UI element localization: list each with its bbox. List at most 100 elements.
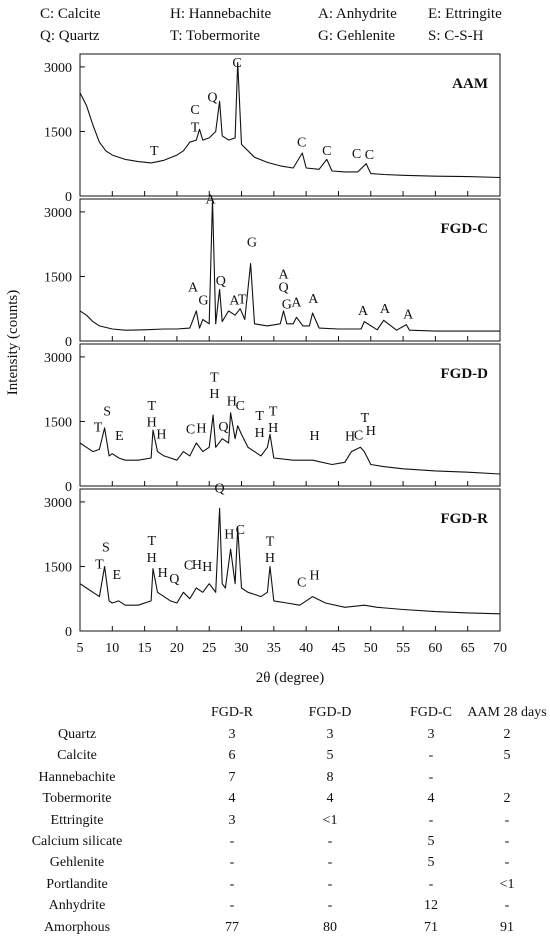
x-tick-label: 55	[396, 641, 410, 656]
peak-label: A	[278, 268, 289, 283]
peak-label: A	[291, 296, 302, 311]
peak-label: G	[247, 235, 257, 250]
peak-label: T	[266, 534, 275, 549]
peak-label: Q	[215, 481, 225, 496]
peak-label: C	[297, 576, 306, 591]
table-cell: 3	[228, 727, 236, 742]
peak-label: H	[209, 387, 219, 402]
peak-label: C	[232, 56, 241, 71]
x-tick-label: 30	[235, 641, 249, 656]
peak-label: Q	[169, 572, 179, 587]
table-cell: 6	[228, 748, 236, 764]
table-cell: -	[428, 812, 434, 828]
x-tick-label: 40	[299, 641, 313, 656]
table-cell: 2	[503, 791, 511, 807]
table-row-label: Amorphous	[43, 919, 111, 935]
y-tick-label: 1500	[44, 125, 72, 140]
peak-label: C	[352, 147, 361, 162]
x-tick-label: 50	[364, 641, 378, 656]
table-row-label: Calcite	[57, 748, 97, 764]
peak-label: T	[255, 409, 264, 424]
peak-label: T	[147, 399, 156, 414]
peak-label: G	[198, 293, 208, 308]
table-cell: 71	[424, 919, 438, 935]
peak-label: S	[102, 540, 110, 555]
table-row-label: Hannebachite	[38, 769, 116, 785]
peak-label: C	[190, 103, 199, 118]
peak-label: H	[345, 429, 355, 444]
table-row-label: Portlandite	[46, 876, 108, 892]
peak-label: A	[358, 304, 369, 319]
peak-label: T	[150, 144, 159, 159]
peak-label: H	[309, 429, 319, 444]
table-cell: 3	[326, 727, 334, 742]
legend-item: E: Ettringite	[428, 6, 502, 22]
series-label: FGD-C	[441, 221, 489, 237]
x-tick-label: 65	[461, 641, 475, 656]
peak-label: C	[236, 523, 245, 538]
peak-label: E	[115, 429, 124, 444]
peak-label: G	[282, 298, 292, 313]
y-tick-label: 0	[65, 190, 72, 205]
peak-label: T	[269, 404, 278, 419]
table-cell: <1	[499, 876, 515, 892]
y-tick-label: 0	[65, 480, 72, 495]
table-cell: -	[327, 855, 333, 871]
peak-label: Q	[278, 281, 288, 296]
y-tick-label: 1500	[44, 270, 72, 285]
peak-label: H	[255, 426, 265, 441]
table-cell: 80	[323, 919, 337, 935]
peak-label: H	[227, 395, 237, 410]
legend-item: T: Tobermorite	[170, 28, 260, 44]
table-row-label: Gehlenite	[49, 855, 105, 871]
peak-label: C	[322, 144, 331, 159]
legend-item: Q: Quartz	[40, 28, 100, 44]
peak-label: S	[103, 404, 111, 419]
series-label: FGD-R	[441, 511, 489, 527]
peak-label: C	[354, 429, 363, 444]
peak-label: Q	[216, 274, 226, 289]
table-row-label: Ettringite	[50, 812, 104, 828]
panel-frame	[79, 53, 501, 197]
table-cell: 5	[427, 834, 435, 849]
peak-label: H	[366, 424, 376, 439]
table-cell: -	[229, 855, 235, 871]
peak-label: H	[268, 421, 278, 436]
table-cell: 91	[500, 919, 514, 935]
peak-label: A	[380, 302, 391, 317]
table-cell: -	[504, 855, 510, 871]
peak-label: Q	[207, 90, 217, 105]
table-cell: -	[229, 898, 235, 914]
peak-label: A	[205, 192, 216, 207]
peak-label: T	[238, 293, 247, 308]
peak-label: C	[184, 558, 193, 573]
table-cell: 77	[225, 919, 239, 935]
table-row-label: Quartz	[57, 727, 97, 742]
peak-label: T	[94, 420, 103, 435]
table-cell: -	[229, 876, 235, 892]
y-axis-title: Intensity (counts)	[5, 290, 21, 395]
peak-label: H	[156, 428, 166, 443]
y-tick-label: 0	[65, 335, 72, 350]
table-cell: 7	[228, 769, 236, 785]
x-tick-label: 60	[428, 641, 442, 656]
table-cell: 8	[326, 769, 334, 785]
table-column-header: FGD-D	[308, 705, 352, 720]
table-cell: -	[229, 834, 235, 849]
table-column-header: FGD-C	[409, 705, 453, 720]
table-column-header: FGD-R	[210, 705, 254, 720]
peak-label: H	[309, 568, 319, 583]
peak-label: C	[365, 148, 374, 163]
peak-label: H	[147, 551, 157, 566]
y-tick-label: 1500	[44, 415, 72, 430]
peak-label: T	[191, 120, 200, 135]
peak-label: T	[210, 370, 219, 385]
panel-frame	[79, 488, 501, 632]
table-row-label: Tobermorite	[42, 791, 112, 807]
legend-item: C: Calcite	[40, 6, 101, 22]
y-tick-label: 3000	[44, 496, 72, 511]
table-cell: 5	[503, 748, 511, 764]
panel-frame	[79, 343, 501, 487]
table-cell: 5	[326, 748, 334, 764]
table-cell: -	[327, 834, 333, 849]
